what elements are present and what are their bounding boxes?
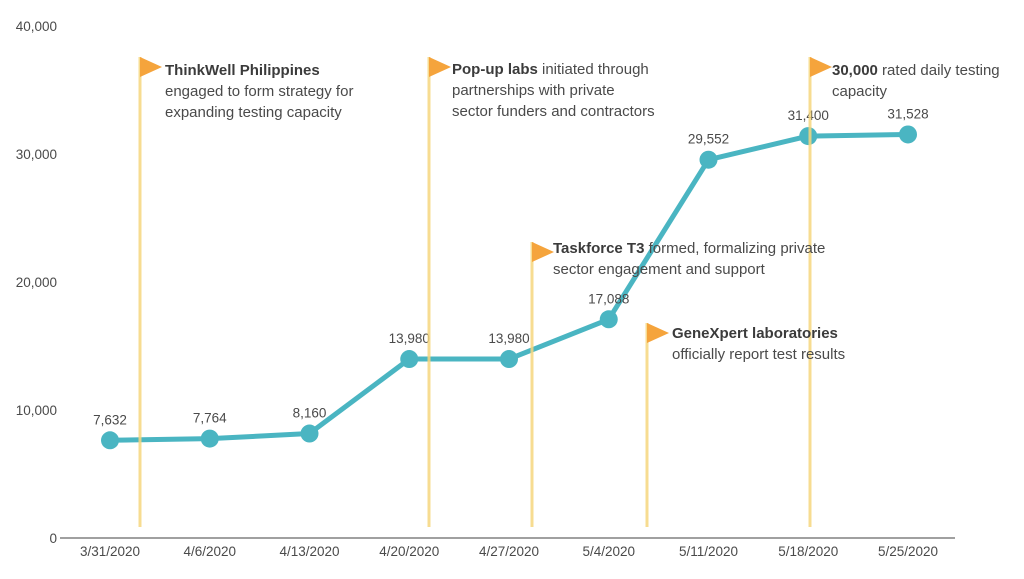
event-flag-icon: [647, 323, 669, 343]
x-axis-tick-label: 4/6/2020: [183, 544, 237, 559]
event-flag-icon: [810, 57, 832, 77]
data-point-marker: [101, 431, 119, 450]
annotation-text: rated daily testing capacity: [832, 62, 1000, 100]
data-point-marker: [799, 127, 818, 146]
data-point-label: 8,160: [293, 406, 327, 421]
y-axis-tick-label: 20,000: [15, 275, 57, 290]
chart-line: [107, 131, 911, 443]
data-point-label: 31,400: [788, 108, 829, 123]
annotation-popup-labs: Pop-up labs initiated through partnershi…: [452, 59, 702, 122]
annotation-taskforce-t3: Taskforce T3 formed, formalizing private…: [553, 238, 883, 280]
y-axis-tick-label: 30,000: [15, 147, 57, 162]
annotation-30000-capacity: 30,000 rated daily testing capacity: [832, 60, 1024, 102]
y-axis-tick-label: 0: [49, 531, 57, 546]
x-axis-tick-label: 4/13/2020: [279, 544, 340, 559]
data-point-label: 17,088: [588, 291, 629, 306]
event-flag-icon: [532, 242, 554, 262]
data-point-marker: [699, 150, 718, 169]
x-axis-tick-label: 4/20/2020: [379, 544, 440, 559]
data-point-marker: [899, 125, 917, 144]
annotation-text: formed, formalizing private sector engag…: [553, 240, 826, 278]
annotation-bold-text: 30,000: [832, 62, 878, 79]
y-axis-tick-label: 10,000: [15, 403, 57, 418]
annotation-bold-text: Pop-up labs: [452, 61, 538, 78]
annotation-text: officially report test results: [672, 346, 846, 363]
data-point-label: 29,552: [688, 132, 729, 147]
data-point-label: 7,764: [193, 411, 227, 426]
x-axis-tick-label: 5/11/2020: [678, 544, 739, 559]
event-flag-icon: [140, 57, 162, 77]
x-axis-tick-label: 5/4/2020: [582, 544, 636, 559]
x-axis-tick-label: 5/25/2020: [877, 544, 939, 559]
data-point-marker: [500, 350, 518, 369]
data-point-label: 7,632: [93, 412, 127, 427]
annotation-genexpert: GeneXpert laboratories officially report…: [672, 323, 922, 365]
annotation-thinkwell-philippines: ThinkWell Philippines engaged to form st…: [165, 60, 405, 123]
x-axis-tick-label: 4/27/2020: [478, 544, 540, 559]
annotation-bold-text: GeneXpert laboratories: [672, 325, 838, 342]
data-point-marker: [200, 429, 219, 448]
x-axis-tick-label: 3/31/2020: [79, 544, 141, 559]
data-point-marker: [599, 310, 618, 329]
data-point-marker: [400, 350, 419, 369]
annotation-text: initiated through partnerships with priv…: [452, 61, 655, 120]
event-flag-icon: [429, 57, 451, 77]
data-point-label: 13,980: [389, 331, 430, 346]
x-axis-tick-label: 5/18/2020: [778, 544, 839, 559]
annotation-bold-text: ThinkWell Philippines: [165, 62, 320, 79]
annotation-bold-text: Taskforce T3: [553, 240, 645, 257]
data-point-marker: [300, 424, 319, 443]
annotation-text: engaged to form strategy for expanding t…: [165, 83, 354, 121]
data-point-label: 13,980: [488, 331, 529, 346]
y-axis-tick-label: 40,000: [15, 19, 57, 34]
data-point-label: 31,528: [887, 106, 928, 121]
